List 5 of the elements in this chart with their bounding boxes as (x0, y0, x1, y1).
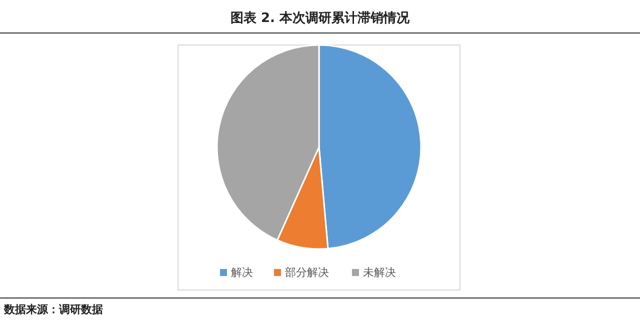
source-note: 数据来源：调研数据 (3, 303, 103, 316)
legend-label: 解决 (231, 266, 253, 279)
chart-title: 图表 2. 本次调研累计滞销情况 (230, 11, 411, 26)
legend-label: 未解决 (363, 266, 396, 279)
legend-label: 部分解决 (285, 266, 329, 279)
